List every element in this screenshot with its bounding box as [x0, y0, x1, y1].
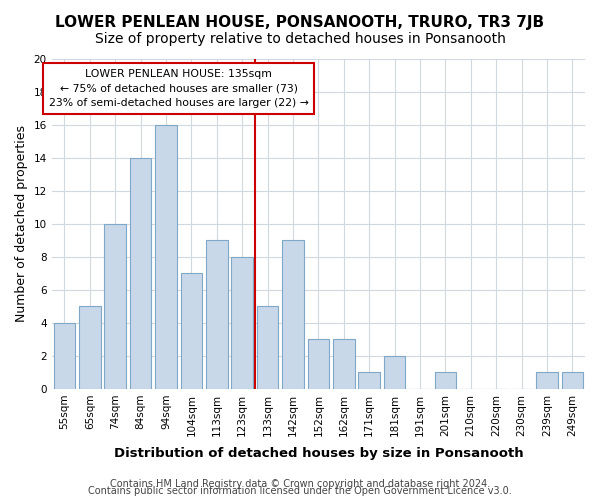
Text: Contains public sector information licensed under the Open Government Licence v3: Contains public sector information licen… [88, 486, 512, 496]
Bar [104, 224, 126, 389]
Bar [53, 323, 75, 389]
Bar [155, 125, 177, 389]
Bar [79, 306, 101, 389]
Bar [434, 372, 456, 389]
Text: LOWER PENLEAN HOUSE, PONSANOOTH, TRURO, TR3 7JB: LOWER PENLEAN HOUSE, PONSANOOTH, TRURO, … [55, 15, 545, 30]
Bar [333, 340, 355, 389]
Text: Contains HM Land Registry data © Crown copyright and database right 2024.: Contains HM Land Registry data © Crown c… [110, 479, 490, 489]
Text: LOWER PENLEAN HOUSE: 135sqm
← 75% of detached houses are smaller (73)
23% of sem: LOWER PENLEAN HOUSE: 135sqm ← 75% of det… [49, 69, 308, 108]
Bar [130, 158, 151, 389]
Bar [358, 372, 380, 389]
Bar [282, 240, 304, 389]
Bar [206, 240, 227, 389]
Bar [232, 257, 253, 389]
Bar [384, 356, 406, 389]
Bar [308, 340, 329, 389]
X-axis label: Distribution of detached houses by size in Ponsanooth: Distribution of detached houses by size … [113, 447, 523, 460]
Text: Size of property relative to detached houses in Ponsanooth: Size of property relative to detached ho… [95, 32, 505, 46]
Bar [536, 372, 557, 389]
Bar [257, 306, 278, 389]
Bar [562, 372, 583, 389]
Y-axis label: Number of detached properties: Number of detached properties [15, 126, 28, 322]
Bar [181, 274, 202, 389]
